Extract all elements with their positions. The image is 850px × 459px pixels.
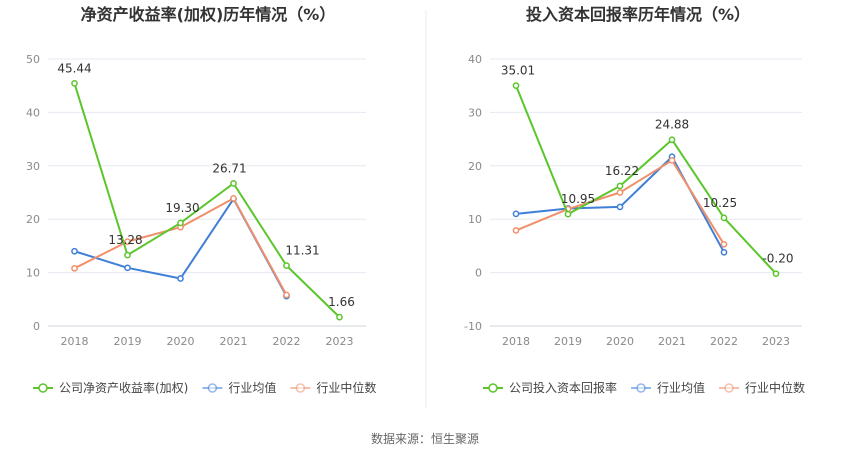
data-point-industry_avg — [512, 210, 520, 218]
legend-swatch-marker — [724, 383, 734, 393]
data-point-company — [336, 313, 343, 321]
y-tick-label: 30 — [468, 106, 482, 119]
series-line-company — [73, 83, 341, 318]
legend-label: 行业中位数 — [316, 380, 376, 395]
data-label: 13.28 — [108, 233, 142, 247]
y-tick-label: 10 — [26, 267, 40, 280]
x-tick-label: 2021 — [220, 335, 248, 348]
data-point-industry_median — [71, 264, 78, 272]
x-tick-label: 2022 — [710, 335, 738, 348]
data-point-company — [71, 80, 78, 87]
data-label: 10.95 — [561, 192, 595, 206]
data-point-company — [616, 182, 624, 190]
legend-swatch-marker — [38, 383, 48, 393]
data-point-company — [512, 82, 520, 89]
data-point-company — [177, 219, 184, 227]
chart-1: 净资产收益率(加权)历年情况（%） 0 10 20 30 40 50 2018 2019 2020… — [26, 5, 376, 395]
legend-item-industry_median: 行业中位数 — [719, 380, 805, 395]
y-tick-label: -10 — [464, 320, 482, 333]
data-label: 45.44 — [57, 61, 91, 75]
legend-swatch-marker — [636, 383, 646, 393]
x-tick-label: 2018 — [502, 335, 530, 348]
chart-2: 投入资本回报率历年情况（%） -10 0 10 20 30 40 2018 2019 2020 20… — [464, 5, 805, 395]
data-point-company — [230, 180, 237, 187]
data-point-industry_median — [124, 238, 131, 245]
data-label: 24.88 — [655, 118, 689, 132]
data-point-company — [668, 136, 676, 144]
chart-title: 投入资本回报率历年情况（%） — [526, 5, 750, 24]
legend-label: 公司投入资本回报率 — [509, 380, 617, 395]
y-tick-label: 0 — [475, 267, 482, 280]
x-tick-label: 2021 — [658, 335, 686, 348]
data-point-industry_median — [512, 227, 520, 234]
y-tick-label: 20 — [468, 160, 482, 173]
y-tick-label: 50 — [26, 53, 40, 66]
y-tick-label: 30 — [26, 160, 40, 173]
data-point-industry_avg — [71, 247, 78, 255]
y-tick-label: 40 — [26, 106, 40, 119]
data-point-industry_median — [283, 291, 290, 299]
data-label: 35.01 — [501, 64, 535, 78]
data-label: 10.25 — [703, 196, 737, 210]
x-tick-label: 2018 — [61, 335, 89, 348]
legend-item-company: 公司净资产收益率(加权) — [33, 380, 188, 395]
x-tick-label: 2023 — [762, 335, 790, 348]
x-tick-label: 2019 — [114, 335, 142, 348]
chart-title: 净资产收益率(加权)历年情况（%） — [81, 5, 336, 24]
data-point-industry_avg — [616, 203, 624, 211]
data-point-company — [564, 210, 572, 218]
x-tick-label: 2022 — [273, 335, 301, 348]
data-point-industry_avg — [720, 248, 728, 256]
data-point-company — [124, 251, 131, 259]
source-footer: 数据来源：恒生聚源 — [371, 431, 479, 446]
legend-swatch-marker — [295, 383, 306, 393]
data-point-company — [772, 270, 780, 278]
y-tick-label: 20 — [26, 213, 40, 226]
data-point-industry_median — [230, 195, 237, 202]
data-label: -0.20 — [762, 252, 793, 266]
data-label: 11.31 — [285, 244, 319, 258]
data-point-industry_median — [668, 157, 676, 164]
legend-swatch-marker — [488, 383, 498, 393]
data-label: 19.30 — [165, 201, 199, 215]
data-point-industry_avg — [177, 275, 184, 282]
data-label: 26.71 — [212, 161, 246, 175]
x-tick-label: 2023 — [326, 335, 354, 348]
legend-item-industry_avg: 行业均值 — [631, 380, 705, 395]
data-label: 16.22 — [605, 164, 639, 178]
data-point-industry_median — [616, 189, 624, 196]
legend-item-company: 公司投入资本回报率 — [483, 380, 617, 395]
data-point-company — [720, 214, 728, 222]
y-tick-label: 10 — [468, 213, 482, 226]
legend-item-industry_avg: 行业均值 — [202, 380, 276, 395]
x-tick-label: 2020 — [606, 335, 634, 348]
data-point-industry_median — [720, 240, 728, 248]
x-tick-label: 2019 — [554, 335, 582, 348]
legend-label: 行业中位数 — [745, 380, 805, 395]
y-tick-label: 0 — [33, 320, 40, 333]
series-line-company — [515, 85, 777, 275]
legend-label: 公司净资产收益率(加权) — [59, 380, 188, 395]
legend-label: 行业均值 — [657, 380, 705, 395]
data-point-industry_avg — [124, 264, 131, 272]
data-point-company — [283, 262, 290, 269]
legend-swatch-marker — [207, 383, 218, 393]
legend-item-industry_median: 行业中位数 — [290, 380, 376, 395]
legend-label: 行业均值 — [228, 380, 276, 395]
y-tick-label: 40 — [468, 53, 482, 66]
data-label: 1.66 — [328, 295, 355, 309]
x-tick-label: 2020 — [167, 335, 195, 348]
